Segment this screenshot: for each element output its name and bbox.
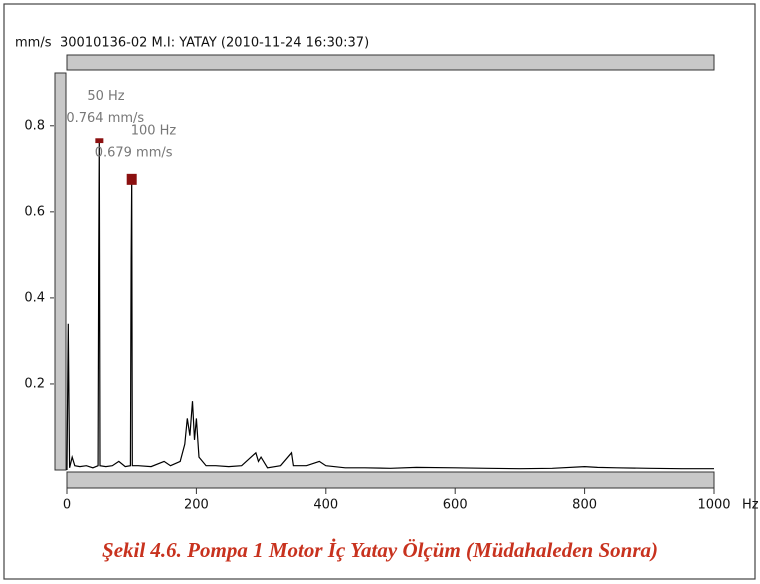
chart-title: 30010136-02 M.I: YATAY (2010-11-24 16:30…	[60, 36, 369, 51]
x-tick-label: 800	[572, 498, 597, 513]
x-tick-label: 200	[184, 498, 209, 513]
spectrum-line	[66, 141, 714, 471]
peak-label: 100 Hz	[131, 123, 177, 138]
y-tick-label: 0.4	[24, 290, 45, 305]
y-tick-label: 0.8	[24, 118, 45, 133]
bottom-scrollbar[interactable]	[66, 471, 715, 489]
frame	[3, 3, 756, 580]
x-tick-label: 1000	[697, 498, 730, 513]
x-unit: Hz	[742, 498, 759, 513]
left-scrollbar[interactable]	[54, 72, 67, 471]
caption: Şekil 4.6. Pompa 1 Motor İç Yatay Ölçüm …	[102, 538, 658, 562]
peak-label: 50 Hz	[87, 89, 124, 104]
y-tick-label: 0.6	[24, 204, 45, 219]
y-tick-label: 0.2	[24, 376, 45, 391]
peak-value: 0.679 mm/s	[95, 145, 173, 160]
peak-marker	[95, 138, 104, 144]
peak-marker	[126, 173, 137, 185]
top-scrollbar[interactable]	[66, 54, 715, 71]
x-tick-label: 600	[443, 498, 468, 513]
x-tick-label: 400	[313, 498, 338, 513]
peak-value: 0.764 mm/s	[66, 111, 144, 126]
x-tick-label: 0	[63, 498, 71, 513]
y-unit: mm/s	[15, 36, 52, 51]
